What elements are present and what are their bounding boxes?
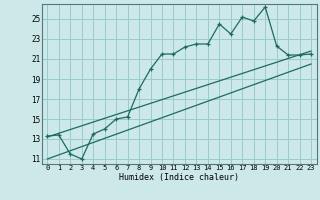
X-axis label: Humidex (Indice chaleur): Humidex (Indice chaleur) — [119, 173, 239, 182]
